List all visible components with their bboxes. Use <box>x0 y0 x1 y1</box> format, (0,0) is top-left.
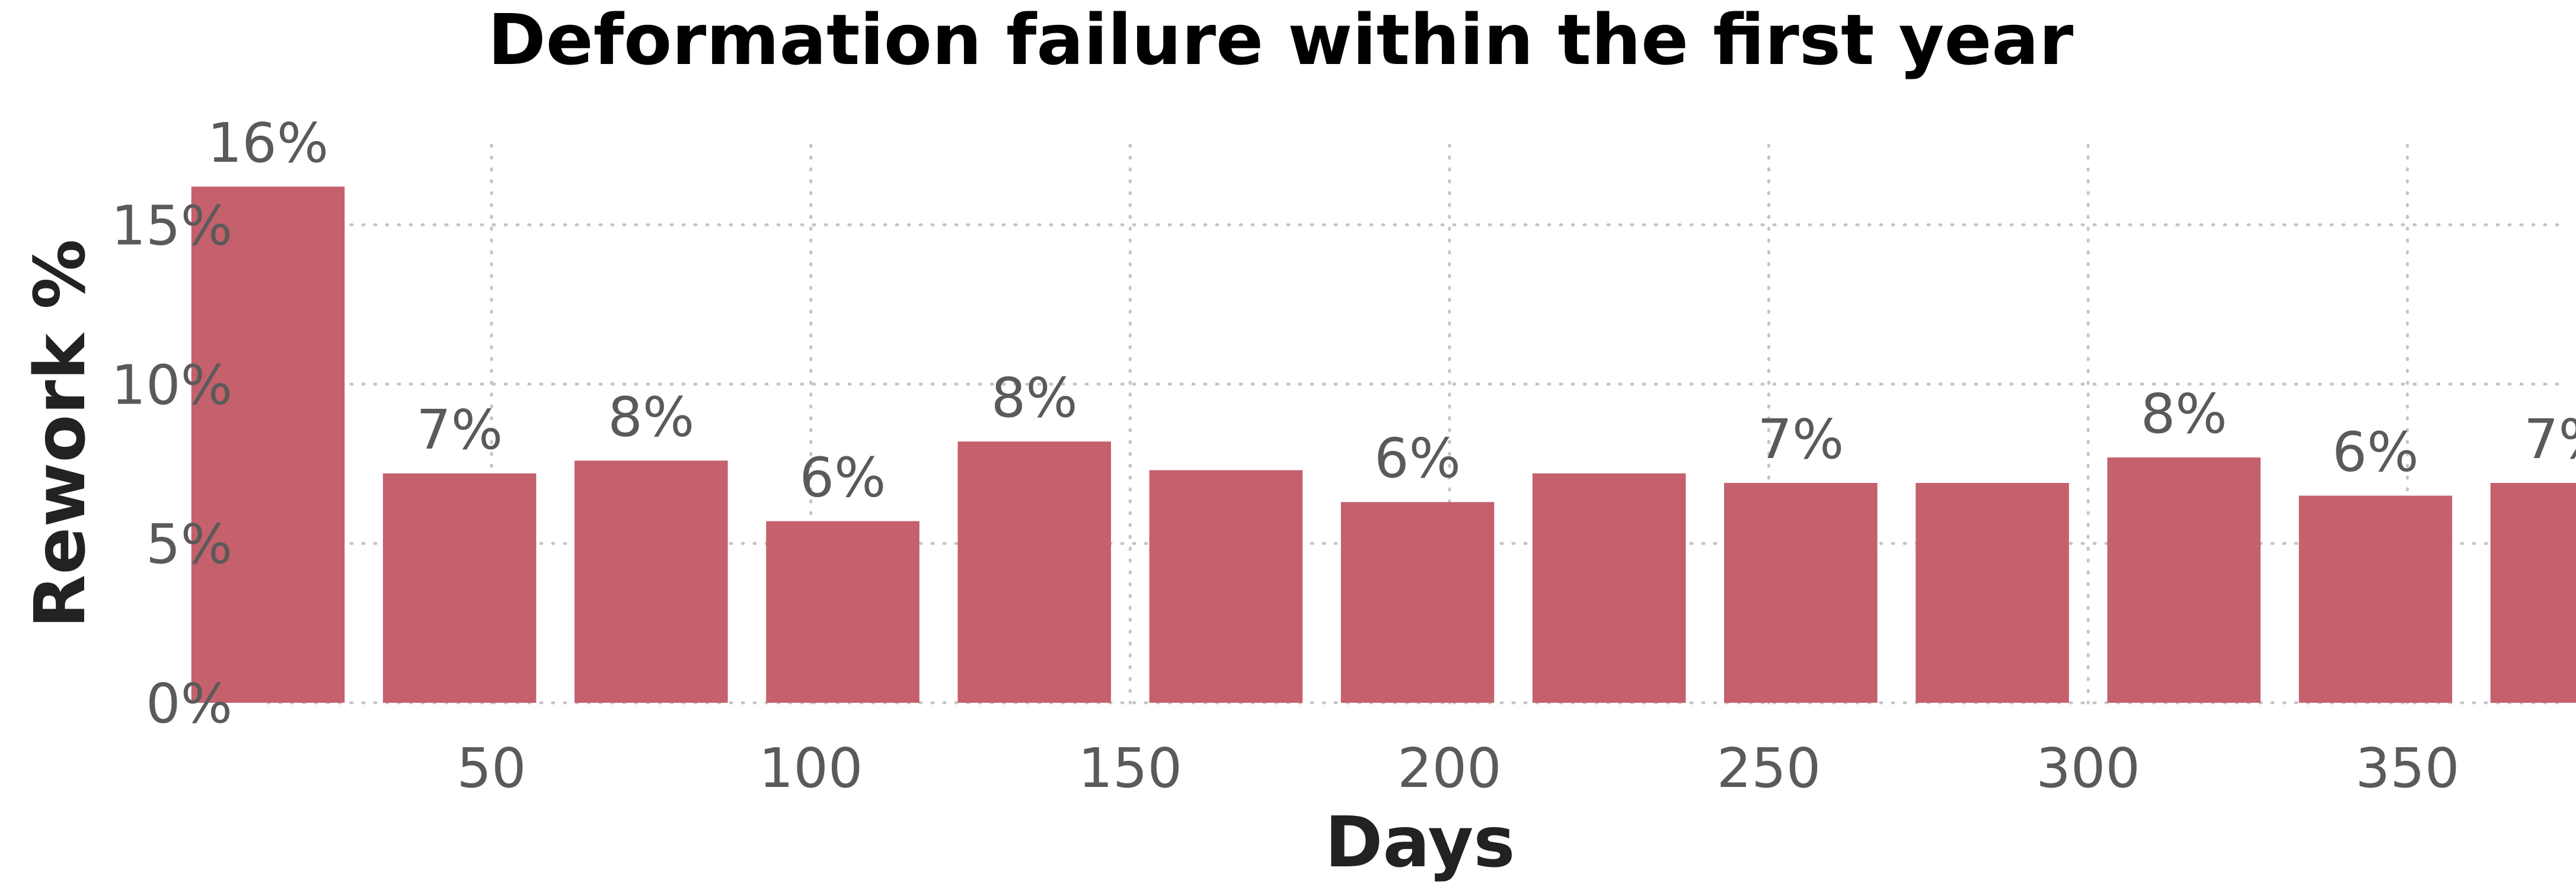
bar <box>957 441 1111 703</box>
data-label: 7% <box>416 398 503 462</box>
bar <box>1532 473 1686 703</box>
axis-ticks: 0% 5% 10% 15% 50 100 150 200 250 300 350 <box>111 194 2460 800</box>
bar <box>1149 470 1303 703</box>
bar <box>1916 482 2069 703</box>
y-tick-label: 15% <box>111 194 232 257</box>
y-tick-label: 0% <box>146 672 232 735</box>
bar <box>1340 502 1495 703</box>
x-tick-label: 150 <box>1078 737 1182 800</box>
bar <box>766 521 920 703</box>
bar <box>1724 482 1878 703</box>
x-tick-label: 300 <box>2036 737 2140 800</box>
x-axis-title: Days <box>1324 801 1515 883</box>
x-tick-label: 200 <box>1397 737 1502 800</box>
data-label: 16% <box>208 111 328 175</box>
y-tick-label: 10% <box>111 353 232 417</box>
y-axis-title: Rework % <box>19 239 101 629</box>
bar <box>2299 495 2453 703</box>
bar <box>382 473 537 703</box>
chart-title: Deformation failure within the first yea… <box>488 0 2073 81</box>
bar <box>574 460 728 703</box>
y-tick-label: 5% <box>146 513 232 576</box>
data-label: 8% <box>608 385 694 449</box>
data-label: 8% <box>991 366 1078 430</box>
data-label: 7% <box>1757 408 1844 471</box>
data-label: 6% <box>2332 420 2419 484</box>
bar <box>2107 457 2261 703</box>
bars <box>191 186 2576 703</box>
x-tick-label: 250 <box>1717 737 1821 800</box>
bar <box>191 186 345 703</box>
x-tick-label: 100 <box>759 737 863 800</box>
x-tick-label: 350 <box>2355 737 2460 800</box>
data-label: 7% <box>2524 408 2576 471</box>
data-labels: 16% 7% 8% 6% 8% 6% 7% 8% 6% 7% <box>208 111 2576 510</box>
data-label: 6% <box>800 446 886 510</box>
bar <box>2490 482 2576 703</box>
data-label: 8% <box>2141 382 2227 446</box>
x-tick-label: 50 <box>457 737 526 800</box>
data-label: 6% <box>1374 427 1461 490</box>
